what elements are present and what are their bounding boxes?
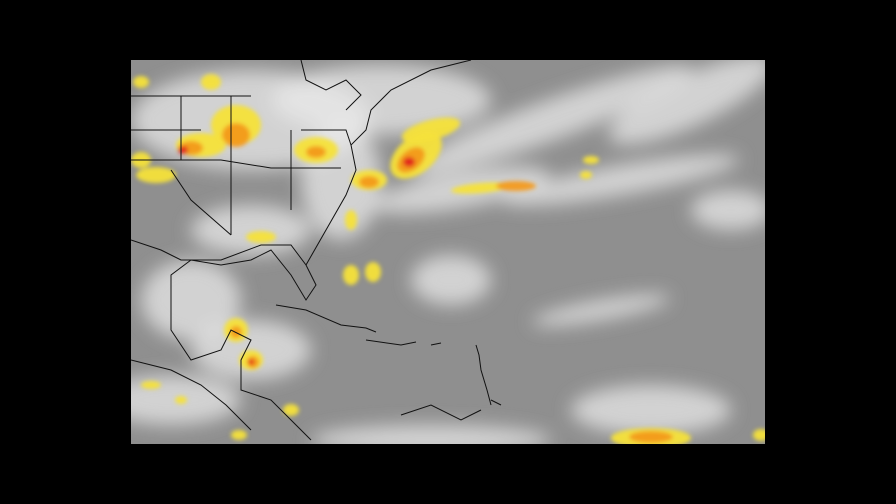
cloud-area [409, 65, 693, 175]
cloud-area [532, 294, 670, 326]
convection-yellow [365, 262, 381, 282]
cloud-area [311, 425, 551, 444]
convection-red [403, 157, 415, 167]
satellite-map [131, 60, 765, 444]
convection-yellow [401, 117, 461, 143]
cloud-area [691, 190, 765, 230]
convection-yellow [583, 156, 599, 164]
convection-yellow [451, 182, 511, 194]
coastline-border [400, 399, 502, 421]
cloud-area [191, 205, 311, 255]
convection-yellow [345, 210, 357, 230]
cloud-area [502, 154, 740, 206]
cloud-area [141, 260, 241, 340]
coastline-border [275, 304, 442, 346]
cloud-area [411, 255, 491, 305]
convection-orange [496, 181, 536, 191]
convection-yellow [753, 429, 765, 441]
political-borders [131, 60, 502, 441]
coastline-border [300, 60, 362, 146]
convection-yellow [580, 171, 592, 179]
convection-yellow [201, 74, 221, 90]
convection-orange [629, 431, 673, 443]
satellite-image [131, 60, 765, 444]
convection-layer [131, 74, 765, 444]
coastline-border [475, 344, 492, 406]
coastline-border [131, 239, 317, 441]
cloud-area [571, 385, 731, 435]
convection-orange [222, 123, 250, 147]
convection-yellow [231, 430, 247, 440]
coastline-border [131, 359, 252, 431]
convection-orange [306, 146, 326, 158]
convection-yellow [175, 396, 187, 404]
convection-yellow [283, 404, 299, 416]
coastline-border [305, 60, 472, 266]
convection-yellow [343, 265, 359, 285]
coastline-border [131, 95, 341, 236]
convection-yellow [133, 76, 149, 88]
cloud-area [608, 60, 765, 145]
convection-yellow [136, 167, 176, 183]
convection-red [248, 359, 254, 365]
convection-yellow [246, 231, 276, 243]
convection-red [178, 146, 188, 154]
convection-yellow [141, 381, 161, 389]
convection-orange [359, 176, 379, 188]
